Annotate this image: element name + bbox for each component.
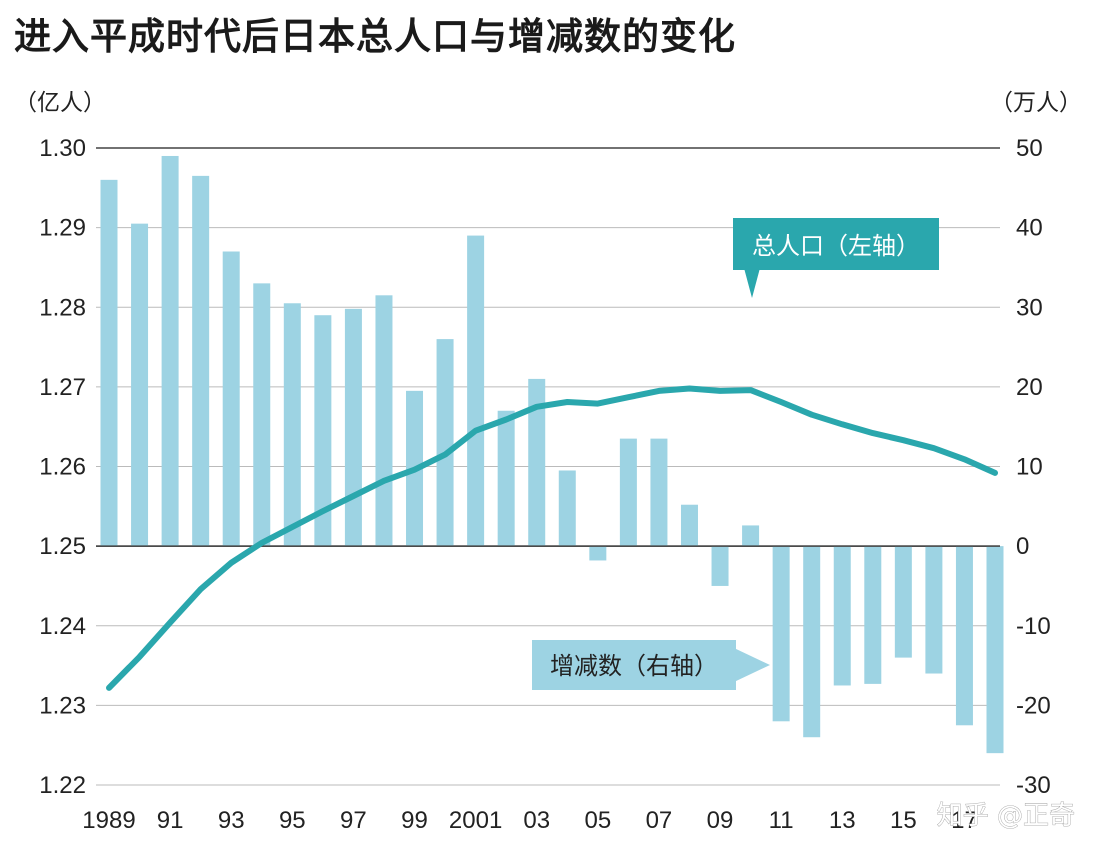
- bar-2016: [925, 546, 943, 674]
- x-tick-label: 05: [584, 807, 611, 834]
- callout-label-change: 增减数（右轴）: [550, 652, 718, 680]
- callout-pointer-population: [744, 268, 760, 298]
- bar-1990: [131, 223, 149, 547]
- callout-box-population: [733, 218, 939, 270]
- bar-1996: [314, 315, 332, 547]
- bar-2007: [650, 438, 668, 547]
- bar-2009: [711, 546, 729, 586]
- x-tick-label: 95: [279, 807, 306, 834]
- right-tick-label: 0: [1016, 533, 1029, 560]
- left-tick-label: 1.29: [39, 215, 86, 242]
- right-tick-label: -20: [1016, 692, 1051, 719]
- bar-2012: [803, 546, 821, 738]
- bar-1994: [253, 283, 271, 547]
- x-tick-label: 17: [951, 807, 978, 834]
- bar-2005: [589, 546, 607, 561]
- bar-2006: [619, 438, 637, 547]
- right-tick-label: 20: [1016, 374, 1043, 401]
- population-line: [106, 385, 998, 691]
- left-tick-label: 1.28: [39, 294, 86, 321]
- x-tick-label: 99: [401, 807, 428, 834]
- right-tick-label: 50: [1016, 135, 1043, 162]
- x-tick-label: 2001: [449, 807, 502, 834]
- left-tick-label: 1.25: [39, 533, 86, 560]
- bar-1998: [375, 295, 393, 547]
- left-tick-label: 1.22: [39, 772, 86, 799]
- chart-title: 进入平成时代后日本总人口与增减数的变化: [14, 15, 736, 58]
- left-tick-label: 1.27: [39, 374, 86, 401]
- right-tick-label: -10: [1016, 613, 1051, 640]
- x-tick-label: 15: [890, 807, 917, 834]
- right-tick-label: -30: [1016, 772, 1051, 799]
- bar-1989: [100, 179, 118, 547]
- x-tick-label: 97: [340, 807, 367, 834]
- bar-1993: [222, 251, 240, 547]
- x-tick-label: 91: [157, 807, 184, 834]
- x-tick-label: 11: [769, 807, 794, 834]
- left-tick-label: 1.23: [39, 692, 86, 719]
- bar-1992: [192, 175, 210, 547]
- left-tick-label: 1.30: [39, 135, 86, 162]
- callout-label-population: 总人口（左轴）: [752, 232, 920, 260]
- watermark-text: 知乎 @正奇: [937, 801, 1075, 831]
- bar-2000: [436, 339, 454, 547]
- bar-2018: [986, 546, 1004, 754]
- x-tick-label: 03: [523, 807, 550, 834]
- right-tick-label: 30: [1016, 294, 1043, 321]
- bar-2017: [955, 546, 973, 726]
- bar-2003: [528, 378, 546, 547]
- x-tick-label: 1989: [82, 807, 135, 834]
- right-tick-label: 40: [1016, 215, 1043, 242]
- bar-2010: [742, 525, 760, 547]
- x-tick-label: 07: [646, 807, 673, 834]
- bar-1997: [344, 308, 362, 547]
- right-axis-unit: （万人）: [990, 90, 1082, 116]
- bar-2008: [680, 504, 698, 547]
- bar-1991: [161, 155, 179, 547]
- x-tick-label: 13: [829, 807, 856, 834]
- bar-2001: [467, 235, 485, 547]
- bar-2004: [558, 470, 576, 547]
- bar-2014: [864, 546, 882, 684]
- left-tick-label: 1.24: [39, 613, 86, 640]
- callout-box-change: [532, 640, 736, 690]
- left-axis-unit: （亿人）: [14, 90, 106, 116]
- bar-2015: [894, 546, 912, 658]
- callout-pointer-change: [734, 648, 770, 682]
- bar-2002: [497, 410, 515, 547]
- right-tick-label: 10: [1016, 454, 1043, 481]
- left-tick-label: 1.26: [39, 454, 86, 481]
- bar-2013: [833, 546, 851, 686]
- x-tick-label: 93: [218, 807, 245, 834]
- bar-2011: [772, 546, 790, 722]
- bar-1995: [283, 303, 301, 547]
- x-tick-label: 09: [707, 807, 734, 834]
